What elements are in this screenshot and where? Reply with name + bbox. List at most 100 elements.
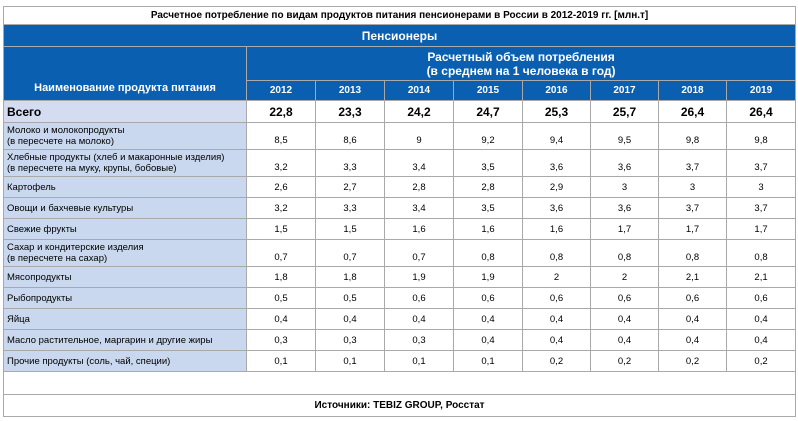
value-cell: 0,4 <box>590 329 659 351</box>
value-cell: 9,2 <box>453 122 523 150</box>
year-column-header: 2017 <box>590 80 659 101</box>
value-cell: 0,6 <box>453 287 523 309</box>
value-cell: 3,4 <box>384 149 454 177</box>
value-cell: 0,4 <box>658 329 727 351</box>
value-cell: 1,5 <box>246 218 316 240</box>
value-cell: 0,3 <box>246 329 316 351</box>
table-row: Картофель 2,6 2,7 2,8 2,8 2,9 3 3 3 <box>3 176 797 198</box>
year-column-header: 2015 <box>453 80 523 101</box>
table-row: Масло растительное, маргарин и другие жи… <box>3 329 797 351</box>
product-name-cell: Молоко и молокопродукты (в пересчете на … <box>3 122 247 150</box>
value-cell: 0,3 <box>384 329 454 351</box>
product-name-cell: Яйца <box>3 308 247 330</box>
value-cell: 8,5 <box>246 122 316 150</box>
product-name-cell: Мясопродукты <box>3 266 247 288</box>
value-cell: 1,9 <box>453 266 523 288</box>
table-row: Овощи и бахчевые культуры 3,2 3,3 3,4 3,5 3,6… <box>3 197 797 219</box>
product-name-line1: Картофель <box>7 181 56 193</box>
product-name-line1: Сахар и кондитерские изделия <box>7 242 144 253</box>
year-column-header: 2013 <box>315 80 385 101</box>
value-cell: 1,9 <box>384 266 454 288</box>
total-value-cell: 26,4 <box>658 100 727 123</box>
value-cell: 3 <box>590 176 659 198</box>
value-cell: 1,8 <box>315 266 385 288</box>
value-cell: 0,4 <box>522 329 591 351</box>
value-cell: 0,6 <box>658 287 727 309</box>
data-table-sheet: Расчетное потребление по видам продуктов… <box>2 6 797 418</box>
consumption-table: Расчетное потребление по видам продуктов… <box>2 6 797 417</box>
value-cell: 3,2 <box>246 149 316 177</box>
value-cell: 2,1 <box>658 266 727 288</box>
value-cell: 0,3 <box>315 329 385 351</box>
product-name-cell: Масло растительное, маргарин и другие жи… <box>3 329 247 351</box>
product-name-line2: (в пересчете на муку, крупы, бобовые) <box>7 163 177 174</box>
value-cell: 0,4 <box>658 308 727 330</box>
value-cell: 0,4 <box>522 308 591 330</box>
product-name-cell: Овощи и бахчевые культуры <box>3 197 247 219</box>
product-name-line2: (в пересчете на сахар) <box>7 253 108 264</box>
value-cell: 3,2 <box>246 197 316 219</box>
value-cell: 0,2 <box>658 350 727 372</box>
value-cell: 3,6 <box>522 149 591 177</box>
value-cell: 3,6 <box>590 149 659 177</box>
value-cell: 1,6 <box>384 218 454 240</box>
product-name-line1: Масло растительное, маргарин и другие жи… <box>7 334 213 346</box>
value-cell: 1,7 <box>658 218 727 240</box>
year-column-header: 2014 <box>384 80 454 101</box>
value-cell: 0,4 <box>315 308 385 330</box>
value-cell: 2 <box>522 266 591 288</box>
value-cell: 0,6 <box>522 287 591 309</box>
value-cell: 0,4 <box>453 329 523 351</box>
year-column-header: 2016 <box>522 80 591 101</box>
product-name-line2: (в пересчете на молоко) <box>7 136 114 147</box>
total-value-cell: 26,4 <box>725 100 797 123</box>
total-value-cell: 24,2 <box>384 100 454 123</box>
value-cell: 3,7 <box>725 149 797 177</box>
value-cell: 3,3 <box>315 149 385 177</box>
value-cell: 0,1 <box>315 350 385 372</box>
table-row: Мясопродукты 1,8 1,8 1,9 1,9 2 2 2,1 2,1 <box>3 266 797 288</box>
product-name-line1: Овощи и бахчевые культуры <box>7 202 134 214</box>
value-cell: 3,3 <box>315 197 385 219</box>
value-cell: 3,5 <box>453 149 523 177</box>
source-note: Источники: TEBIZ GROUP, Росстат <box>2 394 797 417</box>
product-name-cell: Хлебные продукты (хлеб и макаронные изде… <box>3 149 247 177</box>
value-cell: 1,5 <box>315 218 385 240</box>
value-cell: 9,8 <box>725 122 797 150</box>
value-cell: 9,8 <box>658 122 727 150</box>
table-row: Яйца 0,4 0,4 0,4 0,4 0,4 0,4 0,4 0,4 <box>3 308 797 330</box>
value-cell: 1,8 <box>246 266 316 288</box>
value-cell: 0,2 <box>522 350 591 372</box>
product-name-cell: Картофель <box>3 176 247 198</box>
value-cell: 0,8 <box>522 239 591 267</box>
value-cell: 0,8 <box>590 239 659 267</box>
value-cell: 2,8 <box>384 176 454 198</box>
table-row: Прочие продукты (соль, чай, специи) 0,1 0,… <box>3 350 797 372</box>
product-name-column-header: Наименование продукта питания <box>3 46 247 101</box>
value-cell: 0,4 <box>384 308 454 330</box>
value-cell: 2,1 <box>725 266 797 288</box>
metric-header: Расчетный объем потребления (в среднем н… <box>245 46 797 81</box>
total-value-cell: 24,7 <box>453 100 523 123</box>
value-cell: 0,6 <box>384 287 454 309</box>
total-value-cell: 25,7 <box>590 100 659 123</box>
group-header: Пенсионеры <box>2 24 797 47</box>
value-cell: 0,6 <box>725 287 797 309</box>
value-cell: 0,2 <box>725 350 797 372</box>
value-cell: 3,6 <box>590 197 659 219</box>
value-cell: 2 <box>590 266 659 288</box>
value-cell: 0,4 <box>725 308 797 330</box>
value-cell: 0,5 <box>246 287 316 309</box>
value-cell: 0,1 <box>453 350 523 372</box>
table-row: Хлебные продукты (хлеб и макаронные изде… <box>3 149 797 177</box>
value-cell: 3 <box>658 176 727 198</box>
value-cell: 0,4 <box>246 308 316 330</box>
table-row: Свежие фрукты 1,5 1,5 1,6 1,6 1,6 1,7 1,7 1,7 <box>3 218 797 240</box>
value-cell: 3,5 <box>453 197 523 219</box>
table-row: Рыбопродукты 0,5 0,5 0,6 0,6 0,6 0,6 0,6 0,6 <box>3 287 797 309</box>
value-cell: 9,5 <box>590 122 659 150</box>
value-cell: 8,6 <box>315 122 385 150</box>
value-cell: 0,4 <box>590 308 659 330</box>
value-cell: 0,7 <box>315 239 385 267</box>
value-cell: 1,6 <box>453 218 523 240</box>
